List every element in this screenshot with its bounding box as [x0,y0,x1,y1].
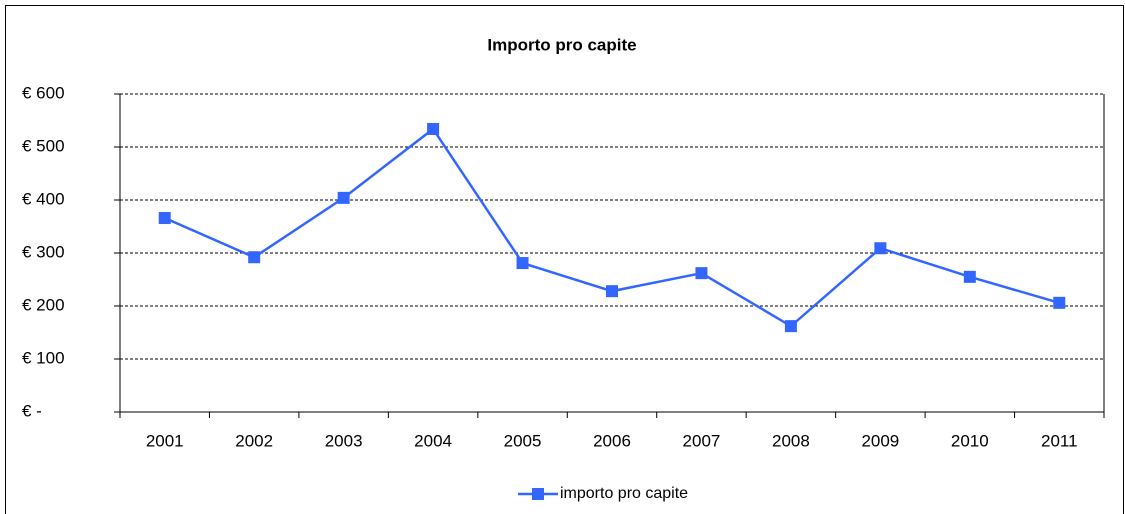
point-marker [874,242,887,255]
y-tick-label: € 200 [22,295,65,314]
point-marker [1053,296,1066,309]
point-marker [606,285,618,298]
y-tick-label: € 400 [22,189,65,208]
legend-label: importo pro capite [560,485,688,502]
x-tick-label: 2005 [504,431,542,450]
y-tick-label: € 500 [22,136,65,155]
x-tick-label: 2009 [861,431,899,450]
x-tick-label: 2006 [593,431,631,450]
y-tick-label: € - [22,401,42,420]
point-marker [427,122,440,135]
x-tick-label: 2010 [951,431,989,450]
legend-marker [532,488,544,500]
point-marker [158,212,171,225]
chart-title: Importo pro capite [487,35,636,54]
chart-frame [5,5,1124,514]
x-tick-label: 2007 [683,431,721,450]
x-tick-label: 2003 [325,431,363,450]
x-tick-label: 2011 [1041,431,1078,450]
point-marker [695,267,708,280]
y-tick-label: € 100 [22,348,65,367]
x-tick-label: 2004 [414,431,452,450]
point-marker [516,257,529,270]
x-tick-label: 2008 [772,431,810,450]
y-tick-label: € 600 [22,83,65,102]
x-tick-label: 2001 [146,431,184,450]
x-tick-label: 2002 [235,431,273,450]
point-marker [784,320,797,333]
point-marker [963,270,976,283]
point-marker [337,191,350,204]
point-marker [248,251,261,264]
y-tick-label: € 300 [22,242,65,261]
